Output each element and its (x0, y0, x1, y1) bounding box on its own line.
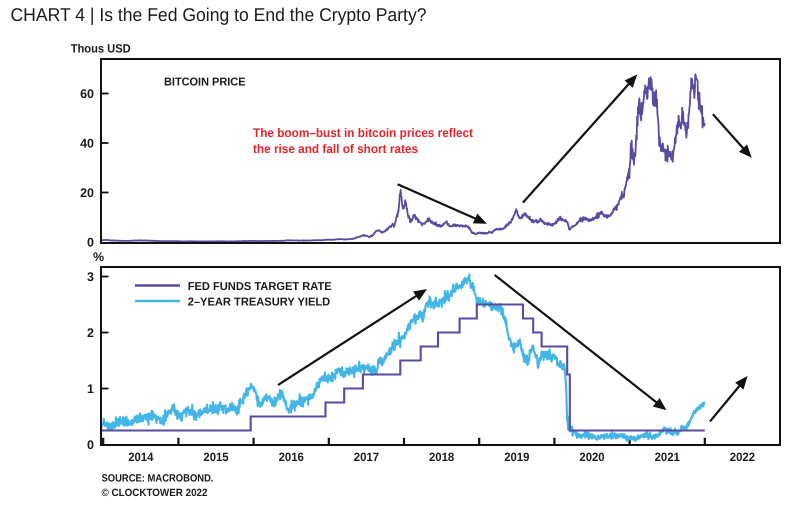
svg-text:2017: 2017 (354, 450, 380, 464)
svg-text:0: 0 (87, 236, 94, 250)
svg-text:60: 60 (80, 87, 94, 101)
svg-text:2–YEAR TREASURY YIELD: 2–YEAR TREASURY YIELD (188, 297, 331, 309)
svg-text:0: 0 (87, 438, 94, 452)
svg-text:the rise and fall of short rat: the rise and fall of short rates (253, 142, 418, 156)
svg-text:2015: 2015 (203, 450, 229, 464)
svg-text:40: 40 (80, 137, 94, 151)
svg-text:2016: 2016 (279, 450, 305, 464)
svg-text:2022: 2022 (730, 450, 756, 464)
svg-text:2021: 2021 (655, 450, 681, 464)
svg-text:CHART 4 | Is the Fed Going to: CHART 4 | Is the Fed Going to End the Cr… (11, 4, 427, 25)
svg-text:20: 20 (80, 186, 94, 200)
svg-text:2019: 2019 (504, 450, 530, 464)
svg-text:%: % (93, 250, 104, 264)
svg-text:© CLOCKTOWER 2022: © CLOCKTOWER 2022 (102, 487, 208, 499)
svg-text:The boom–bust in bitcoin price: The boom–bust in bitcoin prices reflect (253, 126, 474, 140)
svg-text:2014: 2014 (128, 450, 154, 464)
svg-text:Thous USD: Thous USD (71, 42, 131, 56)
svg-text:2018: 2018 (429, 450, 455, 464)
svg-text:2020: 2020 (579, 450, 605, 464)
svg-text:3: 3 (87, 270, 94, 284)
svg-text:1: 1 (87, 382, 94, 396)
svg-text:SOURCE: MACROBOND.: SOURCE: MACROBOND. (102, 473, 214, 485)
svg-text:2: 2 (87, 326, 94, 340)
svg-text:FED FUNDS TARGET RATE: FED FUNDS TARGET RATE (188, 281, 332, 293)
svg-text:BITCOIN PRICE: BITCOIN PRICE (164, 77, 246, 89)
